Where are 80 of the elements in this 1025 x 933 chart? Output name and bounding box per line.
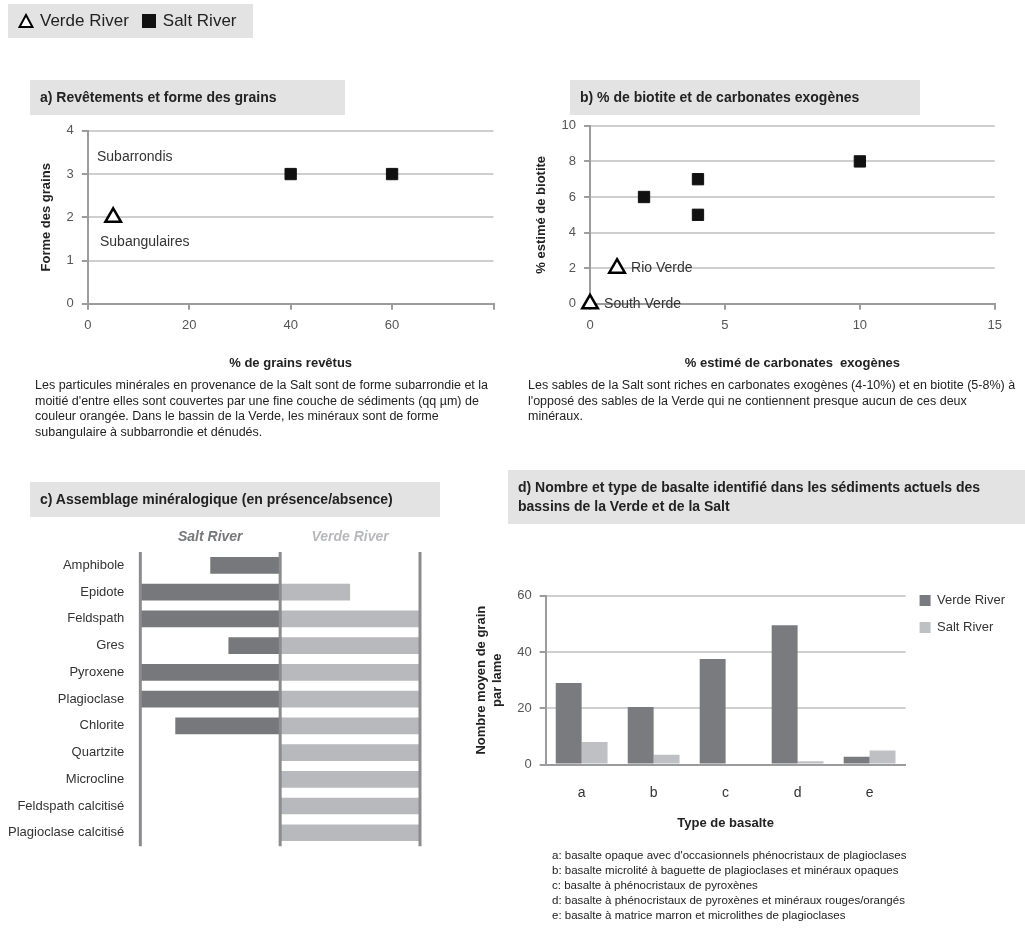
chart-title: d) Nombre et type de basalte identifié dans les sédiments actuels des bassins de la Verde et de la Salt bbox=[508, 470, 1025, 524]
y-tick-label: Plagioclase calcitisé bbox=[7, 824, 125, 840]
point bbox=[853, 155, 867, 168]
x-tick-label: a bbox=[577, 783, 586, 800]
legend-label: Salt River bbox=[937, 619, 995, 635]
series-label: Salt River bbox=[177, 527, 245, 544]
y-axis-title: Forme des grains bbox=[38, 163, 54, 272]
bar bbox=[797, 761, 824, 764]
bar bbox=[555, 683, 582, 764]
point bbox=[608, 257, 627, 274]
x-tick-label: 0 bbox=[586, 317, 594, 333]
text: e: basalte à matrice marron et microlithes de plagioclases bbox=[552, 908, 846, 921]
legend-label: Verde River bbox=[937, 592, 1006, 608]
x-tick-label: d bbox=[793, 783, 802, 800]
point bbox=[691, 173, 705, 186]
bar bbox=[843, 756, 870, 764]
y-tick-label: Plagioclase bbox=[57, 690, 125, 706]
y-tick-label: 60 bbox=[517, 587, 532, 603]
y-tick-label: Gres bbox=[96, 637, 125, 653]
x-tick-label: 40 bbox=[283, 317, 298, 333]
y-tick-label: Quartzite bbox=[71, 744, 125, 760]
x-tick-label: 60 bbox=[384, 317, 400, 333]
y-tick-label: 3 bbox=[66, 165, 74, 181]
x-tick-label: 20 bbox=[182, 317, 197, 333]
y-tick-label: 20 bbox=[517, 699, 532, 715]
y-tick-label: Microcline bbox=[65, 770, 125, 786]
bar bbox=[869, 750, 896, 764]
y-tick-label: 0 bbox=[66, 295, 74, 311]
bar bbox=[653, 754, 680, 764]
y-tick-label: 8 bbox=[568, 152, 577, 168]
bar bbox=[699, 659, 726, 764]
y-tick-label: Pyroxene bbox=[69, 663, 125, 679]
x-tick-label: 5 bbox=[721, 317, 729, 333]
x-tick-label: b bbox=[649, 783, 658, 800]
y-tick-label: Feldspath calcitisé bbox=[17, 797, 125, 813]
legend-label: Salt River bbox=[162, 11, 237, 31]
x-tick-label: e bbox=[865, 783, 874, 800]
legend-label: Verde River bbox=[40, 11, 129, 31]
text: d: basalte à phénocristaux de pyroxènes et minéraux rouges/orangés bbox=[552, 893, 905, 906]
y-tick-label: Amphibole bbox=[62, 556, 125, 572]
y-tick-label: Epidote bbox=[80, 583, 125, 599]
text: Verde River bbox=[311, 527, 391, 544]
y-tick-label: 4 bbox=[66, 122, 74, 138]
y-tick-label: 10 bbox=[561, 117, 577, 133]
x-tick-label: c bbox=[722, 783, 730, 800]
y-tick-label: 2 bbox=[66, 208, 74, 224]
text: c: basalte à phénocristaux de pyroxènes bbox=[552, 878, 758, 891]
point bbox=[581, 293, 600, 310]
annotation: Subarrondis bbox=[97, 148, 173, 166]
chart-title: a) Revêtements et forme des grains bbox=[30, 80, 345, 115]
annotation: Rio Verde bbox=[631, 259, 693, 276]
bar bbox=[581, 742, 608, 764]
chart-title: b) % de biotite et de carbonates exogènes bbox=[570, 80, 920, 115]
y-tick-label: 1 bbox=[66, 252, 74, 268]
x-tick-label: 10 bbox=[852, 317, 868, 333]
point bbox=[637, 190, 651, 204]
text: Les sables de la Salt sont riches en carbonates exogènes (4-10%) et en biotite (5-8%) à l'opposé des sables de la Verde qui ne contiennent presque aucun de ces deux minéraux. bbox=[528, 378, 1017, 425]
annotation: South Verde bbox=[604, 294, 682, 311]
y-tick-label: 6 bbox=[568, 188, 577, 204]
y-axis-title: % estimé de biotite bbox=[533, 155, 549, 274]
y-tick-label: 4 bbox=[568, 224, 577, 240]
bar bbox=[627, 706, 654, 764]
y-tick-label: 40 bbox=[517, 643, 532, 659]
y-tick-label: Feldspath bbox=[67, 610, 125, 626]
bar bbox=[771, 625, 798, 764]
annotation: Subangulaires bbox=[100, 233, 190, 251]
point bbox=[691, 208, 705, 221]
y-tick-label: 0 bbox=[524, 756, 532, 772]
text: a: basalte opaque avec d'occasionnels phénocristaux de plagioclases bbox=[552, 849, 907, 861]
y-axis-title: Nombre moyen de grain par lame bbox=[473, 605, 504, 755]
chart-title: c) Assemblage minéralogique (en présence/absence) bbox=[30, 482, 440, 517]
y-tick-label: 0 bbox=[568, 295, 577, 311]
x-axis-title: % estimé de carbonates exogènes bbox=[684, 354, 901, 370]
y-tick-label: Chlorite bbox=[79, 717, 125, 733]
text: Les particules minérales en provenance de la Salt sont de forme subarrondie et la moitié d'entre elles sont couvertes par une fine couche de sédiments (qq µm) de couleur orangée. Dans le bassin de la Verde, les minéraux sont de forme subangulaire à subbarrondie et dénudés. bbox=[35, 378, 490, 441]
x-axis-title: Type de basalte bbox=[677, 814, 774, 830]
x-tick-label: 15 bbox=[987, 317, 1002, 333]
x-axis-title: % de grains revêtus bbox=[229, 354, 353, 370]
text: b: basalte microlité à baguette de plagioclases et minéraux opaques bbox=[552, 863, 899, 876]
y-tick-label: 2 bbox=[568, 259, 577, 275]
